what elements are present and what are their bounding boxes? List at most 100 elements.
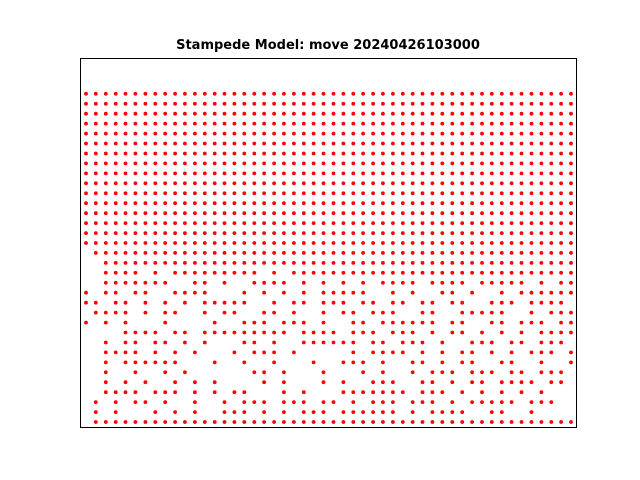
data-point	[400, 101, 405, 106]
data-point	[440, 360, 445, 365]
data-point	[321, 211, 326, 216]
data-point	[509, 171, 514, 176]
data-point	[410, 121, 415, 126]
data-point	[430, 171, 435, 176]
data-point	[361, 161, 365, 166]
data-point	[163, 400, 168, 404]
data-point	[381, 161, 385, 166]
data-point	[371, 151, 375, 156]
data-point	[480, 91, 484, 96]
data-point	[480, 251, 484, 255]
data-point	[371, 111, 375, 116]
data-point	[262, 280, 266, 285]
data-point	[400, 390, 405, 395]
data-point	[292, 201, 296, 206]
data-point	[272, 181, 276, 186]
data-point	[341, 280, 346, 285]
data-point	[301, 270, 306, 275]
data-point	[163, 310, 168, 315]
data-point	[519, 121, 524, 126]
data-point	[391, 320, 395, 325]
data-point	[549, 191, 554, 196]
data-point	[262, 151, 266, 156]
data-point	[489, 420, 494, 424]
data-point	[410, 261, 415, 265]
data-point	[292, 420, 296, 424]
data-point	[242, 141, 247, 146]
data-point	[173, 410, 178, 414]
data-point	[93, 400, 98, 404]
data-point	[113, 211, 118, 216]
data-point	[519, 101, 524, 106]
data-point	[341, 360, 346, 365]
data-point	[420, 161, 425, 166]
data-point	[163, 101, 168, 106]
data-point	[539, 270, 544, 275]
data-point	[262, 141, 266, 146]
data-point	[193, 151, 197, 156]
data-point	[193, 161, 197, 166]
data-point	[371, 340, 375, 345]
data-point	[93, 141, 98, 146]
data-point	[321, 270, 326, 275]
data-point	[519, 270, 524, 275]
data-point	[420, 221, 425, 226]
data-point	[183, 101, 187, 106]
data-point	[262, 231, 266, 236]
data-point	[183, 121, 187, 126]
data-point	[450, 241, 455, 245]
data-point	[222, 121, 227, 126]
data-point	[549, 101, 554, 106]
data-point	[391, 290, 395, 295]
data-point	[232, 241, 237, 245]
data-point	[460, 261, 465, 265]
data-point	[391, 231, 395, 236]
data-point	[84, 320, 88, 325]
data-point	[123, 201, 128, 206]
data-point	[489, 91, 494, 96]
data-point	[430, 221, 435, 226]
data-point	[183, 290, 187, 295]
data-point	[143, 141, 148, 146]
data-point	[103, 270, 108, 275]
data-point	[133, 151, 138, 156]
data-point	[549, 330, 554, 335]
data-point	[193, 400, 197, 404]
data-point	[351, 420, 356, 424]
data-point	[183, 270, 187, 275]
data-point	[212, 141, 217, 146]
data-point	[400, 191, 405, 196]
data-point	[133, 340, 138, 345]
data-point	[440, 201, 445, 206]
data-point	[410, 340, 415, 345]
data-point	[242, 171, 247, 176]
data-point	[529, 181, 534, 186]
data-point	[103, 111, 108, 116]
data-point	[133, 350, 138, 355]
data-point	[262, 380, 266, 385]
data-point	[391, 171, 395, 176]
data-point	[539, 171, 544, 176]
data-point	[410, 420, 415, 424]
data-point	[272, 340, 276, 345]
data-point	[84, 151, 88, 156]
data-point	[321, 420, 326, 424]
data-point	[331, 231, 336, 236]
data-point	[440, 131, 445, 136]
data-point	[450, 91, 455, 96]
data-point	[232, 151, 237, 156]
data-point	[252, 121, 257, 126]
data-point	[153, 390, 158, 395]
data-point	[420, 420, 425, 424]
data-point	[103, 241, 108, 245]
data-point	[113, 410, 118, 414]
data-point	[222, 151, 227, 156]
data-point	[272, 221, 276, 226]
data-point	[272, 261, 276, 265]
data-point	[202, 191, 207, 196]
data-point	[499, 390, 504, 395]
data-point	[519, 211, 524, 216]
data-point	[371, 101, 375, 106]
data-point	[480, 141, 484, 146]
data-point	[410, 251, 415, 255]
